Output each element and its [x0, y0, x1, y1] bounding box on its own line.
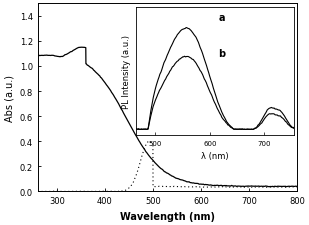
Y-axis label: Abs (a.u.): Abs (a.u.) [4, 74, 14, 121]
X-axis label: Wavelength (nm): Wavelength (nm) [120, 211, 215, 221]
